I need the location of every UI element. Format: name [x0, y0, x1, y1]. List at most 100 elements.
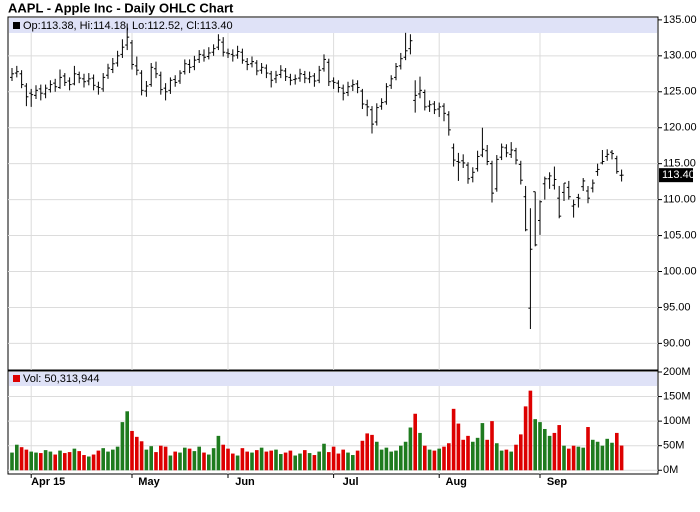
volume-bar: [346, 452, 350, 471]
volume-bar: [307, 453, 312, 471]
volume-bar: [115, 446, 120, 471]
volume-bar: [250, 452, 254, 471]
last-price-box: [659, 168, 693, 183]
volume-bar: [471, 441, 475, 471]
volume-bar: [10, 452, 14, 471]
volume-bar: [154, 452, 158, 471]
volume-bar: [135, 436, 139, 471]
volume-bar: [605, 438, 609, 471]
price-panel: [7, 16, 659, 371]
volume-bar: [288, 450, 293, 471]
y-tick-label: 200M: [663, 366, 691, 378]
volume-bar: [139, 441, 144, 471]
volume-bar: [87, 456, 91, 471]
volume-bar: [499, 450, 504, 471]
plot-layer: Apr 15 May Jun Jul Aug Sep 90.00 95.00 100.00 105…: [8, 14, 697, 488]
volume-bar: [77, 451, 81, 471]
volume-bar: [586, 427, 590, 471]
legend-icon: [13, 22, 20, 29]
volume-bar: [43, 450, 48, 471]
volume-bar: [370, 434, 374, 471]
volume-bar: [475, 437, 480, 471]
volume-bar: [159, 445, 163, 471]
volume-bar: [490, 421, 494, 471]
volume-bar: [384, 447, 389, 471]
volume-bar: [528, 390, 533, 471]
volume-bar: [413, 413, 417, 471]
volume-bar: [591, 439, 595, 471]
volume-bar: [274, 449, 278, 471]
volume-bar: [202, 452, 206, 471]
y-tick-label: 105.00: [663, 229, 697, 241]
volume-legend: Vol: 50,313,944: [23, 373, 99, 385]
chart-title: AAPL - Apple Inc - Daily OHLC Chart: [8, 0, 234, 15]
y-tick-label: 130.00: [663, 50, 697, 62]
volume-bar: [235, 455, 240, 471]
y-tick-label: 120.00: [663, 122, 697, 134]
y-tick-label: 115.00: [663, 158, 696, 170]
volume-bar: [19, 447, 24, 471]
volume-bar: [538, 422, 542, 471]
volume-bar: [562, 445, 566, 471]
volume-bar: [24, 449, 29, 471]
volume-bar: [600, 445, 605, 471]
volume-bar: [485, 439, 489, 471]
volume-bar: [447, 443, 451, 471]
volume-bar: [15, 444, 19, 471]
volume-bar: [567, 448, 571, 471]
volume-bar: [264, 451, 269, 471]
volume-bar: [91, 454, 96, 471]
volume-bar: [183, 447, 187, 471]
x-tick-label: Jun: [235, 476, 255, 488]
volume-bar: [389, 451, 393, 471]
volume-bar: [355, 450, 360, 471]
volume-bar: [303, 450, 307, 471]
volume-bar: [595, 441, 600, 471]
volume-bar: [360, 440, 365, 471]
x-tick-label: Aug: [446, 476, 467, 488]
y-tick-label: 135.00: [663, 14, 697, 26]
volume-bar: [72, 448, 77, 471]
volume-bar: [403, 441, 408, 471]
volume-bar: [173, 451, 177, 471]
volume-bar: [341, 449, 345, 471]
volume-bar: [418, 432, 422, 471]
volume-bar: [34, 452, 38, 471]
volume-bar: [216, 435, 221, 471]
volume-bar: [327, 452, 331, 471]
volume-bar: [63, 453, 67, 471]
volume-bar: [399, 445, 403, 471]
volume-bar: [394, 450, 398, 471]
volume-bar: [408, 427, 413, 471]
volume-bar: [557, 425, 561, 471]
volume-bar: [82, 455, 86, 471]
volume-bar: [211, 448, 216, 471]
volume-bar: [615, 432, 619, 471]
volume-bar: [192, 451, 197, 471]
y-tick-label: 100.00: [663, 265, 697, 277]
price-legend: Op:113.38, Hi:114.18, Lo:112.52, Cl:113.…: [23, 20, 233, 32]
volume-bar: [509, 451, 513, 471]
volume-bar: [197, 446, 201, 471]
volume-bar: [571, 445, 576, 471]
volume-bar: [514, 444, 518, 471]
x-tick-label: Sep: [547, 476, 567, 488]
volume-legend-band: [9, 372, 657, 386]
last-price-label: 113.40: [662, 169, 695, 181]
volume-bar: [293, 455, 297, 471]
volume-bar: [322, 443, 326, 471]
volume-bar: [283, 452, 288, 471]
volume-bar: [427, 449, 432, 471]
volume-bar: [461, 439, 465, 471]
legend-icon: [13, 375, 20, 382]
volume-bar: [437, 448, 441, 471]
volume-bar: [495, 443, 499, 471]
volume-bar: [130, 430, 134, 471]
volume-bar: [255, 450, 259, 471]
volume-bar: [163, 446, 168, 471]
volume-bar: [336, 453, 341, 471]
volume-bar: [552, 432, 557, 471]
volume-bar: [331, 446, 336, 471]
